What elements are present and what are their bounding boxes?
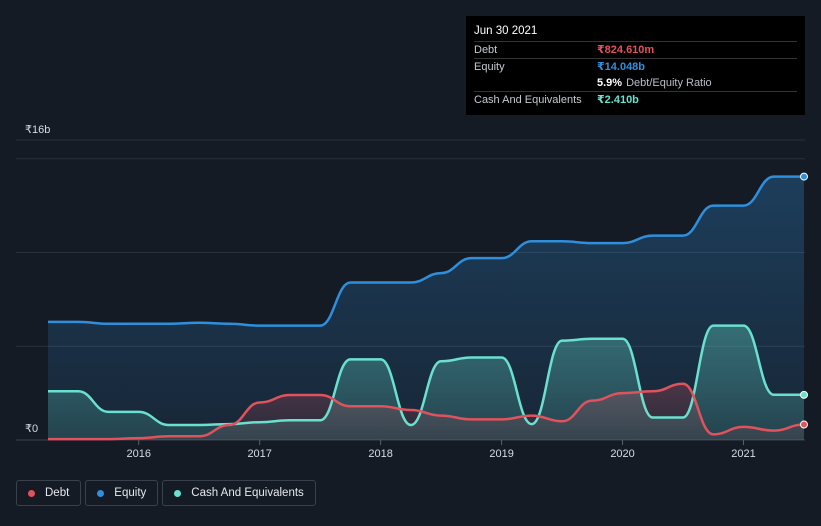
tooltip-cash-value: ₹2.410b [597,94,639,106]
tooltip-equity-label: Equity [474,61,505,73]
tooltip-debt-row: Debt ₹824.610m [474,42,797,59]
cash-dot-icon [174,489,182,497]
legend-label-debt: Debt [45,487,70,499]
series-areas [48,176,804,440]
end-markers [800,172,808,429]
x-axis-ticks: 2016 2017 2018 2019 2020 2021 [126,440,756,460]
legend-label-equity: Equity [114,487,147,499]
tooltip-date: Jun 30 2021 [474,23,797,42]
legend-label-cash: Cash And Equivalents [191,487,304,499]
tooltip-equity-row: Equity ₹14.048b [474,59,797,75]
tooltip-debt-value: ₹824.610m [597,44,655,56]
tooltip-equity-value: ₹14.048b [597,61,646,73]
tooltip-debt-label: Debt [474,44,498,56]
equity-line [48,175,804,327]
debt-line [48,382,805,441]
legend: Debt Equity Cash And Equivalents [16,480,316,506]
cash-and-equivalents-line [47,324,804,427]
x-tick-label: 2019 [489,448,513,460]
x-tick-label: 2018 [368,448,392,460]
tooltip-ratio-row: 5.9% Debt/Equity Ratio [474,75,797,92]
tooltip-ratio-value: 5.9% [597,77,623,89]
tooltip-ratio-label: Debt/Equity Ratio [626,77,712,89]
equity-end-marker [800,172,808,181]
tooltip-cash-label: Cash And Equivalents [474,94,582,106]
axes: ₹16b ₹0 [25,124,50,435]
debt-dot-icon [28,489,35,497]
debt-end-marker [800,420,808,429]
legend-item-debt[interactable]: Debt [16,480,82,506]
legend-item-equity[interactable]: Equity [85,480,159,506]
y-axis-label-bottom: ₹0 [25,423,38,435]
tooltip-cash-row: Cash And Equivalents ₹2.410b [474,92,797,108]
x-tick-label: 2017 [247,448,271,460]
x-tick-label: 2021 [731,448,755,460]
y-axis-label-top: ₹16b [25,124,50,136]
debt-area [48,383,804,440]
cash-and-equivalents-end-marker [800,390,808,399]
legend-item-cash[interactable]: Cash And Equivalents [162,480,316,506]
equity-dot-icon [97,489,105,497]
x-tick-label: 2016 [126,448,150,460]
series-lines [47,175,805,441]
x-tick-label: 2020 [610,448,634,460]
tooltip: Jun 30 2021 Debt ₹824.610m Equity ₹14.04… [466,16,805,115]
